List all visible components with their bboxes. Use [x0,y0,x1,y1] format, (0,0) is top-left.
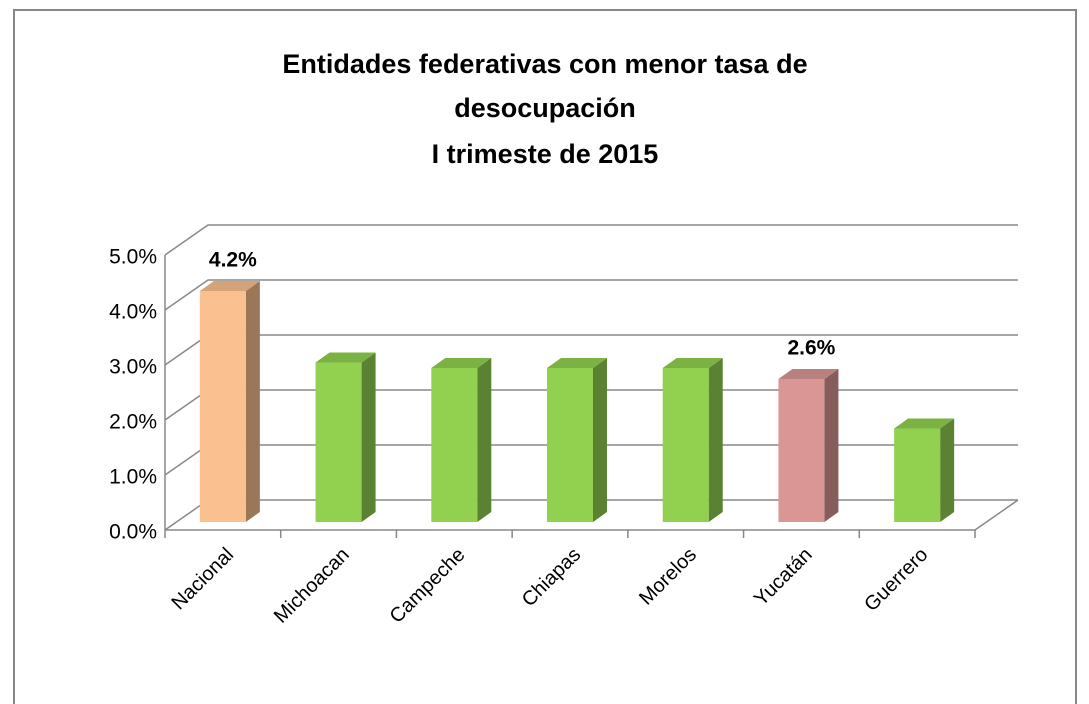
bar-face [477,358,492,522]
bar [778,369,839,522]
bar-face [708,358,723,522]
bar-face [662,368,709,522]
chart-title: Entidades federativas con menor tasa de [282,49,807,79]
bar [431,358,492,522]
y-tick-label: 0.0% [109,521,157,544]
bar-face [547,358,607,368]
bar-face [894,418,955,429]
bar-face [315,362,362,522]
chart-title: desocupación [454,93,636,123]
bar [547,358,607,522]
grid-line [164,279,1018,311]
y-tick-label: 2.0% [109,411,157,434]
bar-face [894,428,941,522]
chart-frame [13,9,1077,704]
value-label: 4.2% [209,249,257,272]
bar-face [245,281,260,522]
bar-face [199,291,246,522]
bar-face [778,379,825,522]
bar-face [593,358,607,522]
bar-face [431,358,492,368]
chart-title: I trimeste de 2015 [432,139,659,169]
bar [199,281,260,522]
bar-face [361,352,376,522]
bar-face [824,369,839,522]
y-tick-label: 5.0% [109,246,157,269]
bar-face [940,418,955,522]
bar-face [315,352,376,363]
y-tick-label: 4.0% [109,301,157,324]
y-tick-label: 3.0% [109,356,157,379]
value-label: 2.6% [787,337,835,360]
bar-face [547,368,593,522]
y-tick-label: 1.0% [109,466,157,489]
bar-face [431,368,478,522]
bar [894,418,955,522]
grid-line [164,224,1018,256]
bar-face [662,358,723,368]
bar-face [199,281,260,291]
bar [662,358,723,522]
bar-face [778,369,839,379]
bar [315,352,376,522]
